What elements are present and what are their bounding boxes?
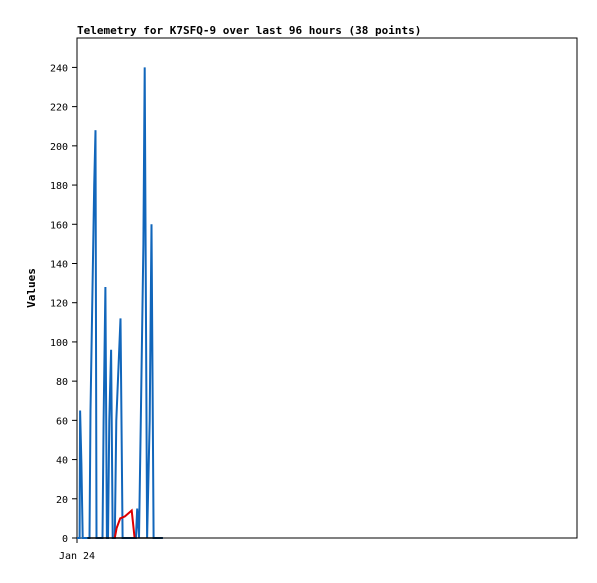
y-tick-label: 120	[50, 299, 68, 310]
series-line-red	[113, 508, 136, 539]
y-tick-label: 20	[56, 495, 68, 506]
plot-area	[76, 37, 578, 539]
y-tick-label: 220	[50, 103, 68, 114]
y-axis: 0 20 40 60 80 100 120 140 160 180 200 220 240	[50, 63, 77, 545]
y-tick-label: 240	[50, 63, 68, 74]
y-tick-label: 80	[56, 377, 68, 388]
y-tick-label: 200	[50, 142, 68, 153]
series-layer	[77, 67, 163, 539]
y-tick-label: 140	[50, 259, 68, 270]
y-axis-label: Values	[25, 268, 38, 308]
y-tick-label: 40	[56, 456, 68, 467]
y-tick-label: 160	[50, 220, 68, 231]
y-tick-label: 180	[50, 181, 68, 192]
y-tick-label: 0	[62, 534, 68, 545]
y-tick-label: 60	[56, 416, 68, 427]
series-line-blue	[77, 67, 163, 539]
x-tick-label: Jan 24	[59, 551, 95, 562]
y-tick-label: 100	[50, 338, 68, 349]
chart-title: Telemetry for K7SFQ-9 over last 96 hours…	[77, 24, 421, 37]
